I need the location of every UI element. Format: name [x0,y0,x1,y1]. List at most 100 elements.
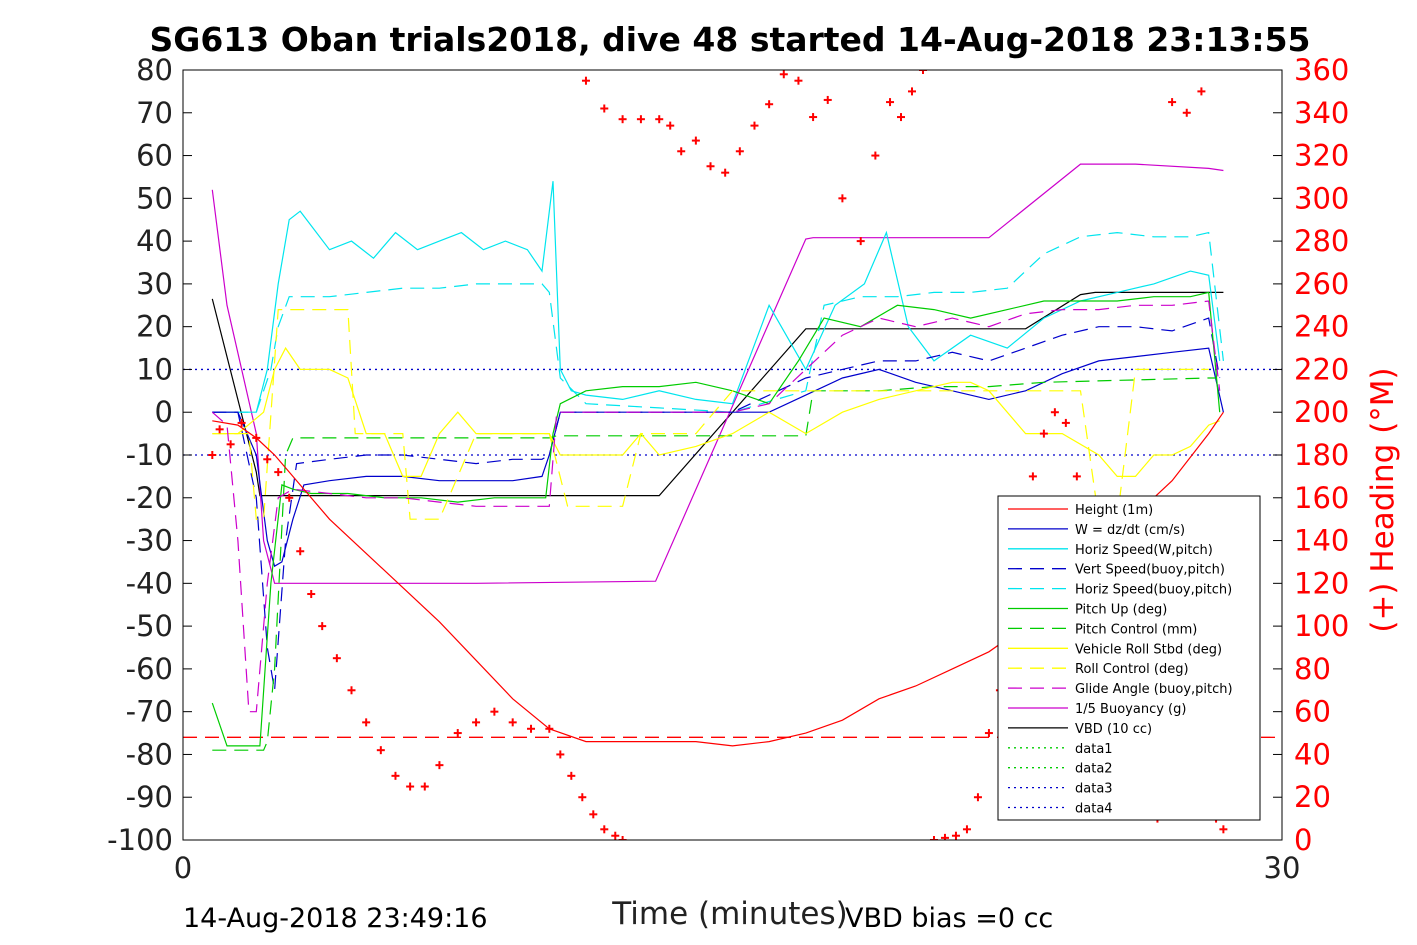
heading-point [809,113,818,122]
heading-point [556,750,565,759]
right-y-tick-label: 180 [1294,438,1349,472]
legend: Height (1m) W = dz/dt (cm/s) Horiz Speed(W… [997,495,1261,821]
series-buoyancy [211,163,1224,584]
chart-title: SG613 Oban trials2018, dive 48 started 1… [149,20,1310,59]
right-y-axis-label: (+) Heading (°M) [1365,367,1401,632]
heading-point [1061,418,1070,427]
heading-point [567,771,576,780]
series-horiz_buoy [212,231,1224,413]
y-tick-label: 70 [136,96,173,130]
heading-point [453,729,462,738]
heading-point [1072,472,1081,481]
legend-label: data3 [1075,782,1113,797]
heading-point [779,70,788,79]
heading-point [823,95,832,104]
heading-point [1039,429,1048,438]
heading-point [721,168,730,177]
heading-point [706,162,715,171]
series-roll_ctrl [212,309,1209,520]
legend-label: Horiz Speed(buoy,pitch) [1075,583,1232,598]
heading-point [1050,408,1059,417]
heading-point [406,782,415,791]
x-tick-label: 0 [174,851,192,885]
heading-point [918,70,927,74]
y-tick-label: -70 [126,695,173,729]
heading-point [490,707,499,716]
heading-point [226,440,235,449]
series-glide [211,300,1221,713]
right-y-axis: 3603403203002802602402202001801601401201… [1273,53,1349,857]
heading-point [391,771,400,780]
heading-point [215,425,224,434]
heading-point [332,654,341,663]
legend-label: 1/5 Buoyancy (g) [1075,702,1186,717]
y-tick-label: -20 [126,481,173,515]
heading-point [871,151,880,160]
legend-entry: data4 [1008,802,1113,817]
y-tick-label: 0 [155,395,173,429]
legend-label: Pitch Control (mm) [1075,622,1197,637]
heading-point [318,622,327,631]
right-y-tick-label: 120 [1294,566,1349,600]
y-tick-label: 60 [136,139,173,173]
legend-entry: data2 [1008,762,1113,777]
heading-point [618,115,627,124]
heading-point [886,98,895,107]
heading-point [856,237,865,246]
legend-entry: Vehicle Roll Stbd (deg) [1008,642,1222,657]
series-pitch_ctrl [212,377,1217,751]
right-y-tick-label: 0 [1294,823,1312,857]
y-tick-label: 50 [136,181,173,215]
y-tick-label: -60 [126,652,173,686]
right-y-tick-label: 220 [1294,352,1349,386]
x-axis: 0 30 [174,831,1300,885]
legend-label: Glide Angle (buoy,pitch) [1075,682,1233,697]
heading-point [1168,98,1177,107]
legend-label: Horiz Speed(W,pitch) [1075,543,1213,558]
heading-point [376,746,385,755]
heading-point [581,76,590,85]
series-lines [211,163,1224,751]
heading-point [274,468,283,477]
legend-entry: Glide Angle (buoy,pitch) [1008,682,1233,697]
legend-label: Vehicle Roll Stbd (deg) [1075,642,1222,657]
y-tick-label: -30 [126,524,173,558]
heading-point [237,418,246,427]
heading-point [508,718,517,727]
heading-point [472,718,481,727]
heading-point [962,825,971,834]
heading-point [296,547,305,556]
heading-point [263,455,272,464]
legend-label: Roll Control (deg) [1075,662,1189,677]
legend-entry: W = dz/dt (cm/s) [1008,523,1185,538]
legend-box [997,495,1261,821]
legend-entry: 1/5 Buoyancy (g) [1008,702,1186,717]
heading-point [420,782,429,791]
legend-label: Pitch Up (deg) [1075,603,1167,618]
series-pitch_up [211,291,1221,747]
heading-point [765,100,774,109]
series-vbd [211,291,1224,497]
series-roll [212,346,1220,477]
heading-point [600,825,609,834]
right-y-tick-label: 360 [1294,53,1349,87]
legend-label: Vert Speed(buoy,pitch) [1075,563,1225,578]
y-tick-label: -50 [126,609,173,643]
heading-point [252,433,261,442]
footer-vbd-bias: VBD bias =0 cc [845,903,1053,934]
legend-entry: Pitch Up (deg) [1008,603,1167,618]
legend-entry: Height (1m) [1008,503,1153,518]
right-y-tick-label: 140 [1294,524,1349,558]
heading-point [1197,87,1206,96]
right-y-tick-label: 160 [1294,481,1349,515]
heading-point [527,724,536,733]
legend-entry: Pitch Control (mm) [1008,622,1197,637]
right-y-tick-label: 300 [1294,181,1349,215]
right-y-tick-label: 260 [1294,267,1349,301]
x-axis-label: Time (minutes) [611,896,847,932]
heading-point [618,836,627,840]
heading-point [655,115,664,124]
legend-entry: VBD (10 cc) [1008,722,1152,737]
heading-point [951,831,960,840]
